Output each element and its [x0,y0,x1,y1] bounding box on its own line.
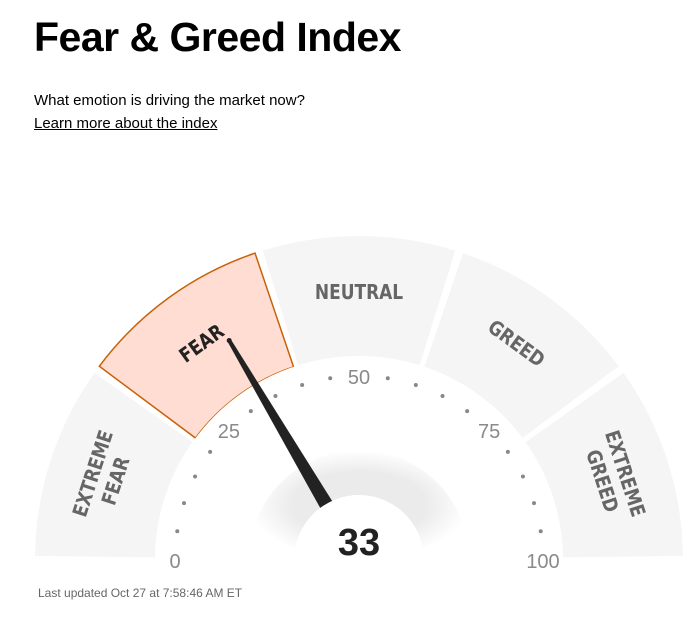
gauge-value: 33 [338,522,380,564]
tick-dot [440,394,445,399]
tick-dot [413,383,418,388]
segment-greed [424,253,619,439]
tick-dot [193,474,198,479]
tick-dot [175,529,180,534]
subtitle: What emotion is driving the market now? [34,92,305,109]
tick-dot [520,474,525,479]
segment-extreme-greed [525,372,683,558]
tick-dot [208,449,213,454]
segment-neutral [262,236,456,366]
last-updated: Last updated Oct 27 at 7:58:46 AM ET [38,586,243,600]
tick-label: 100 [526,551,559,573]
tick-dot [385,376,390,381]
tick-dot [273,394,278,399]
needle [227,339,335,512]
tick-dot [538,529,543,534]
tick-dot [505,449,510,454]
tick-label: 50 [348,367,370,389]
tick-dot [300,383,305,388]
tick-dot [531,501,536,506]
segment-extreme-fear [35,372,193,558]
page-title: Fear & Greed Index [34,14,401,60]
tick-dot [328,376,333,381]
segment-label: NEUTRAL [315,282,403,305]
learn-more-link[interactable]: Learn more about the index [34,115,218,132]
tick-label: 0 [169,551,180,573]
tick-label: 75 [478,421,500,443]
tick-dot [465,409,470,414]
tick-dot [248,409,253,414]
tick-label: 25 [218,421,240,443]
tick-dot [182,501,187,506]
